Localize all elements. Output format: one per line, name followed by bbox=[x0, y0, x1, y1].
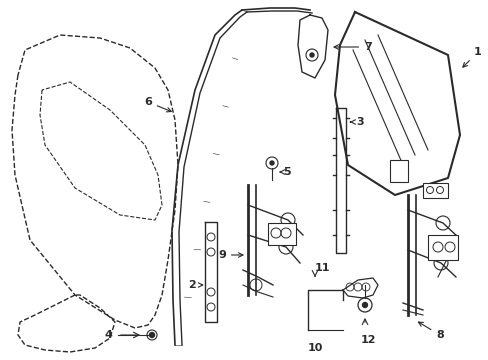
Text: 11: 11 bbox=[314, 263, 329, 273]
Text: 10: 10 bbox=[306, 343, 322, 353]
Bar bbox=[389, 160, 407, 182]
Text: 12: 12 bbox=[360, 335, 375, 345]
Circle shape bbox=[362, 302, 367, 307]
Text: 8: 8 bbox=[418, 322, 443, 340]
Circle shape bbox=[309, 53, 313, 57]
Text: 5: 5 bbox=[280, 167, 290, 177]
Text: 6: 6 bbox=[144, 97, 171, 112]
Text: 4: 4 bbox=[104, 330, 112, 340]
Bar bbox=[422, 183, 447, 198]
Text: 1: 1 bbox=[462, 47, 481, 67]
Bar bbox=[427, 235, 457, 260]
Circle shape bbox=[149, 333, 154, 338]
Text: 2: 2 bbox=[188, 280, 203, 290]
Circle shape bbox=[269, 161, 273, 165]
Text: 9: 9 bbox=[218, 250, 243, 260]
Bar bbox=[267, 223, 295, 245]
Text: 3: 3 bbox=[350, 117, 363, 127]
Text: 7: 7 bbox=[333, 42, 371, 52]
